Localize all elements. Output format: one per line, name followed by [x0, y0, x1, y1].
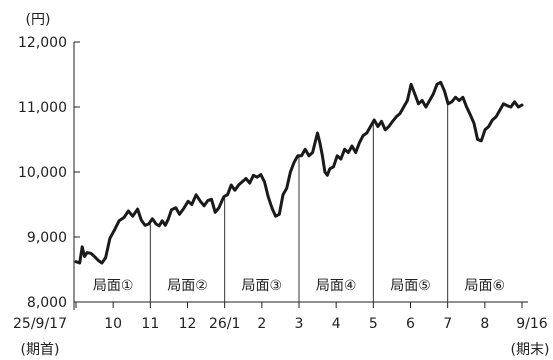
- x-tick-sublabel: (期末): [511, 342, 550, 358]
- x-tick-label: 8: [480, 316, 489, 332]
- y-tick-label: 10,000: [18, 165, 67, 181]
- phase-label: 局面②: [167, 278, 208, 294]
- x-tick-label: 10: [104, 316, 122, 332]
- x-tick-label: 5: [369, 316, 378, 332]
- y-tick-label: 8,000: [27, 295, 67, 311]
- phase-label: 局面⑤: [390, 278, 431, 294]
- series-line: [74, 80, 524, 265]
- phase-label: 局面①: [93, 278, 134, 294]
- x-tick-sublabel: (期首): [21, 342, 60, 358]
- y-unit-label: (円): [26, 12, 51, 28]
- x-tick-label: 3: [295, 316, 304, 332]
- x-tick-label: 12: [179, 316, 197, 332]
- x-tick-label: 6: [406, 316, 415, 332]
- phase-label: 局面③: [242, 278, 283, 294]
- x-tick-label: 11: [141, 316, 159, 332]
- y-tick-label: 9,000: [27, 230, 67, 246]
- phase-label: 局面⑥: [465, 278, 506, 294]
- x-tick-label: 2: [257, 316, 266, 332]
- x-tick-label: 25/9/17: [13, 316, 67, 332]
- phase-label: 局面④: [316, 278, 357, 294]
- y-tick-label: 11,000: [18, 100, 67, 116]
- x-tick-label: 7: [443, 316, 452, 332]
- x-tick-label: 26/1: [209, 316, 240, 332]
- x-tick-label: 4: [332, 316, 341, 332]
- x-tick-label: 9/16: [516, 316, 548, 332]
- y-tick-label: 12,000: [18, 35, 67, 51]
